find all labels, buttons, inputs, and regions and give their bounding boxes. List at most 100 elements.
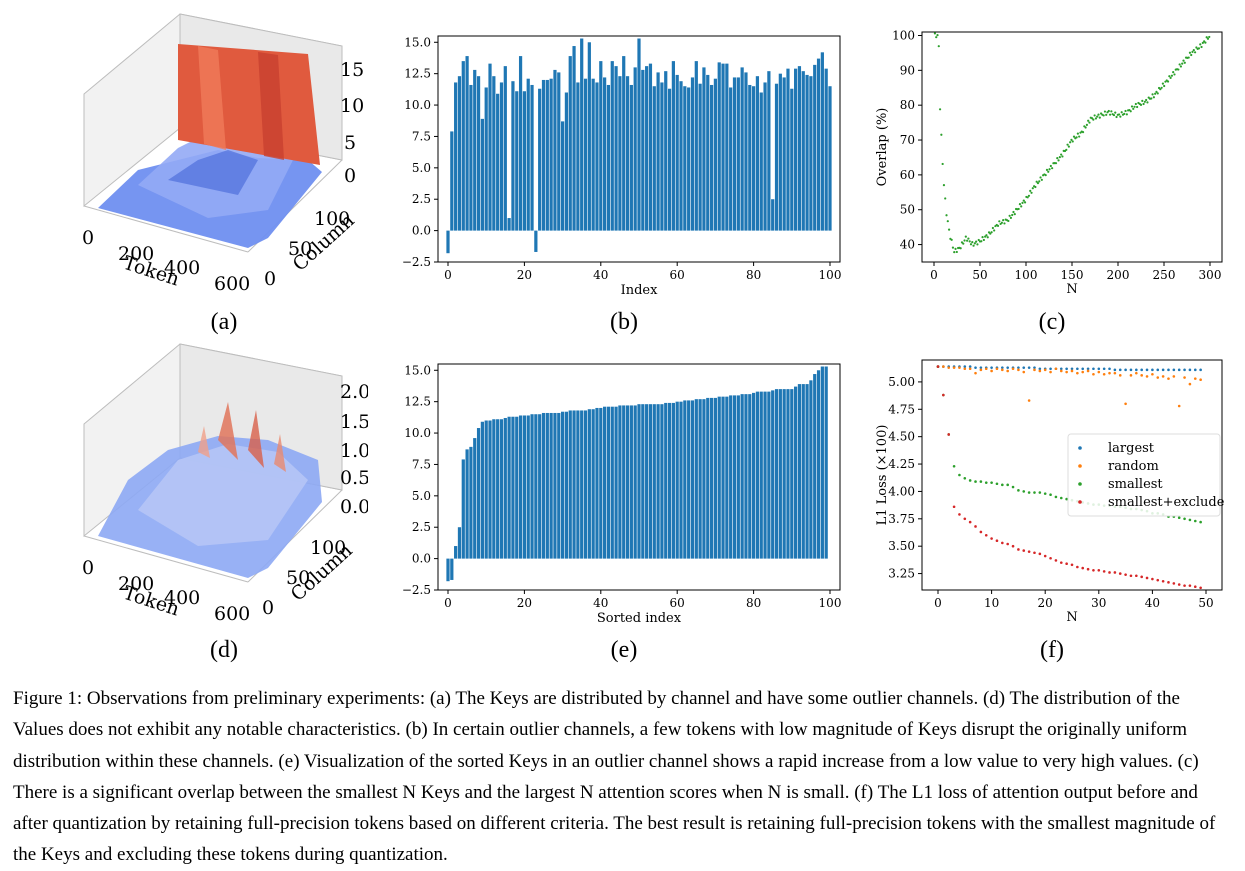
bar — [778, 389, 782, 559]
data-point — [1166, 80, 1170, 83]
data-point — [1193, 519, 1197, 523]
bar — [679, 401, 683, 559]
bar — [557, 72, 561, 231]
x-tick-label: 30 — [1091, 596, 1106, 610]
z-tick: 0.0 — [340, 496, 368, 518]
data-point — [1161, 368, 1165, 372]
bar — [667, 402, 672, 559]
y-tick: 0 — [262, 597, 274, 619]
bar — [576, 410, 580, 559]
data-point — [1021, 201, 1024, 204]
legend-marker — [1078, 464, 1082, 468]
data-point — [1182, 59, 1185, 62]
data-point — [1118, 572, 1122, 575]
data-point — [962, 242, 965, 245]
data-point — [1183, 61, 1186, 64]
data-point — [1017, 548, 1020, 551]
data-point — [1156, 578, 1160, 582]
bar — [774, 83, 779, 231]
data-point — [1070, 563, 1074, 567]
bar — [641, 404, 645, 559]
bar — [675, 74, 679, 231]
bar — [595, 82, 599, 231]
bar — [664, 402, 668, 559]
z-tick: 15 — [340, 59, 364, 81]
data-point — [933, 32, 937, 35]
bar — [583, 78, 588, 231]
bar — [656, 72, 660, 231]
data-point — [1096, 115, 1099, 118]
bar — [824, 68, 828, 231]
data-point — [946, 220, 949, 223]
data-point — [1038, 180, 1041, 183]
bar — [637, 404, 641, 559]
data-point — [1092, 568, 1095, 572]
bar — [755, 76, 760, 231]
data-point — [1201, 41, 1204, 44]
bar — [499, 419, 504, 559]
y-tick-label: 90 — [900, 63, 915, 77]
data-point — [1071, 140, 1074, 143]
data-point — [1006, 366, 1009, 369]
data-point — [964, 235, 967, 238]
data-point — [986, 236, 989, 239]
bar — [641, 69, 645, 231]
data-point — [1200, 45, 1203, 49]
bar — [480, 118, 484, 231]
data-point — [1017, 366, 1020, 369]
bar — [698, 83, 702, 231]
bar — [813, 374, 817, 559]
data-point — [1033, 551, 1036, 555]
bar — [759, 391, 763, 559]
bar — [805, 384, 809, 559]
data-point — [1178, 63, 1181, 66]
bar — [813, 64, 817, 231]
bar — [606, 84, 611, 231]
data-point — [1156, 376, 1160, 379]
bar — [820, 366, 824, 559]
data-point — [1188, 518, 1192, 522]
x-tick-label: 40 — [593, 268, 608, 282]
bar — [725, 396, 729, 559]
bar — [664, 71, 668, 231]
data-point — [981, 236, 984, 239]
data-point — [1167, 377, 1170, 380]
bar — [568, 410, 572, 559]
y-axis-label: L1 Loss (×100) — [875, 425, 890, 526]
data-point — [1076, 565, 1079, 569]
x-tick-label: 100 — [819, 596, 842, 610]
bar — [794, 386, 798, 559]
data-point — [1038, 367, 1042, 371]
data-point — [1033, 366, 1036, 369]
bar — [767, 391, 771, 559]
data-point — [1092, 367, 1095, 371]
y-tick-label: 12.5 — [404, 67, 431, 81]
bar — [476, 428, 481, 559]
data-point — [1143, 100, 1146, 103]
data-point — [1146, 101, 1149, 104]
bar — [576, 82, 580, 231]
bar — [484, 420, 488, 559]
data-point — [1094, 117, 1098, 120]
y-tick: 100 — [310, 537, 346, 559]
data-point — [942, 393, 945, 397]
data-point — [1183, 376, 1186, 379]
data-point — [1123, 112, 1126, 115]
data-point — [1135, 574, 1138, 578]
bar — [824, 366, 828, 559]
data-point — [1113, 368, 1117, 372]
y-tick-label: 15.0 — [404, 35, 431, 49]
data-point — [1177, 583, 1181, 586]
bar — [687, 87, 691, 231]
data-point — [1134, 102, 1137, 106]
bar — [572, 410, 576, 559]
data-point — [958, 513, 961, 516]
data-point — [1022, 199, 1025, 202]
bar — [801, 384, 805, 559]
data-point — [1000, 221, 1003, 224]
data-point — [1167, 581, 1170, 584]
x-tick-label: 50 — [972, 268, 987, 282]
data-point — [1006, 369, 1009, 373]
bar — [614, 406, 618, 559]
y-tick-label: 4.25 — [888, 457, 915, 471]
